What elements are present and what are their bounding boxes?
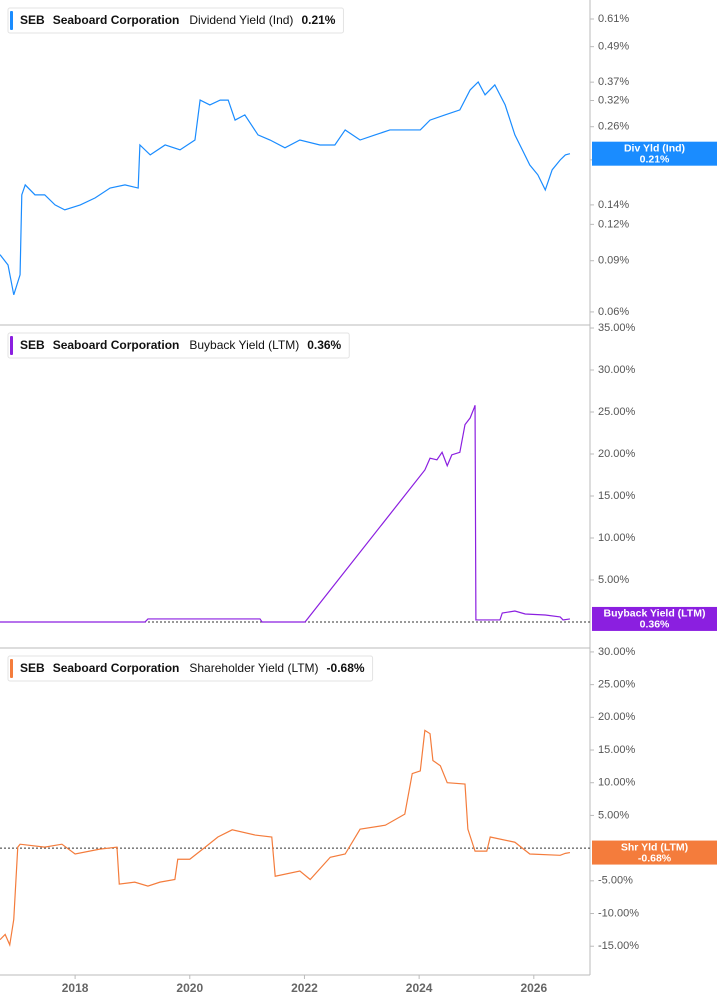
y-tick-label: 0.37%	[598, 76, 629, 88]
legend-company: Seaboard Corporation	[53, 661, 180, 675]
legend-value: -0.68%	[327, 661, 365, 675]
series-line	[0, 729, 571, 948]
value-tag-label: 0.36%	[640, 619, 670, 631]
y-tick-label: 20.00%	[598, 448, 636, 460]
y-tick-label: 0.26%	[598, 121, 629, 133]
y-tick-label: 35.00%	[598, 322, 636, 334]
y-tick-label: 30.00%	[598, 364, 636, 376]
y-tick-label: 0.06%	[598, 306, 629, 318]
legend-ticker: SEB	[20, 338, 45, 352]
value-tag-name: Shr Yld (LTM)	[621, 841, 688, 853]
y-tick-label: 10.00%	[598, 532, 636, 544]
y-tick-label: 15.00%	[598, 744, 636, 756]
series-line	[0, 405, 571, 623]
y-tick-label: 15.00%	[598, 490, 636, 502]
y-tick-label: 5.00%	[598, 574, 629, 586]
legend-box	[7, 332, 350, 359]
legend-series: Shareholder Yield (LTM)	[189, 661, 318, 675]
legend-company: Seaboard Corporation	[53, 338, 180, 352]
legend-value: 0.21%	[301, 13, 335, 27]
y-tick-label: 20.00%	[598, 711, 636, 723]
y-tick-label: 0.49%	[598, 41, 629, 53]
y-tick-label: 5.00%	[598, 809, 629, 821]
legend-company: Seaboard Corporation	[53, 13, 180, 27]
value-tag	[592, 606, 717, 631]
x-tick-label: 2026	[520, 981, 547, 995]
legend-box	[7, 7, 344, 34]
legend-ticker: SEB	[20, 661, 45, 675]
y-tick-label: 0.32%	[598, 94, 629, 106]
legend-series: Dividend Yield (Ind)	[189, 13, 293, 27]
y-tick-label: -15.00%	[598, 940, 639, 952]
legend-ticker: SEB	[20, 13, 45, 27]
value-tag-label: -0.68%	[638, 852, 672, 864]
y-tick-label: 25.00%	[598, 406, 636, 418]
value-tag	[592, 840, 717, 865]
value-tag-label: 0.21%	[640, 153, 670, 165]
y-tick-label: 0.12%	[598, 218, 629, 230]
y-tick-label: -10.00%	[598, 907, 639, 919]
legend: SEB Seaboard Corporation Dividend Yield (I…	[7, 7, 344, 34]
x-tick-label: 2018	[62, 981, 89, 995]
y-tick-label: 25.00%	[598, 679, 636, 691]
legend-value: 0.36%	[307, 338, 341, 352]
y-tick-label: 0.14%	[598, 199, 629, 211]
value-tag	[592, 141, 717, 166]
y-tick-label: 0.61%	[598, 13, 629, 25]
x-tick-label: 2022	[291, 981, 318, 995]
series-line	[0, 80, 571, 296]
value-tag-name: Div Yld (Ind)	[624, 142, 685, 154]
legend-series: Buyback Yield (LTM)	[189, 338, 299, 352]
legend-swatch	[10, 659, 13, 678]
value-tag-name: Buyback Yield (LTM)	[604, 608, 706, 620]
legend-box	[7, 655, 374, 682]
legend: SEB Seaboard Corporation Shareholder Yield…	[7, 655, 374, 682]
y-tick-label: 10.00%	[598, 777, 636, 789]
x-tick-label: 2024	[406, 981, 433, 995]
x-tick-label: 2020	[176, 981, 203, 995]
legend: SEB Seaboard Corporation Buyback Yield (LT…	[7, 332, 350, 359]
legend-swatch	[10, 11, 13, 30]
y-tick-label: 0.09%	[598, 255, 629, 267]
y-tick-label: -5.00%	[598, 875, 633, 887]
y-tick-label: 30.00%	[598, 646, 636, 658]
legend-swatch	[10, 336, 13, 355]
